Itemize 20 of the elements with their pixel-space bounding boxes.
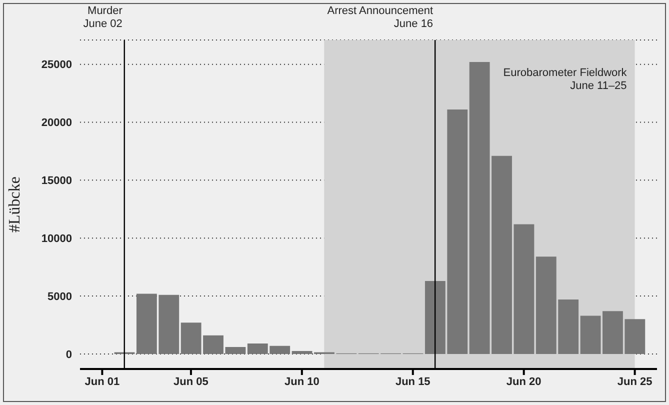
bar bbox=[292, 351, 312, 354]
bar bbox=[514, 224, 534, 354]
y-tick-label: 5000 bbox=[48, 290, 72, 303]
x-tick-label: Jun 10 bbox=[284, 376, 320, 388]
x-tick-label: Jun 05 bbox=[174, 376, 208, 388]
band-label: Eurobarometer Fieldwork June 11–25 bbox=[503, 67, 628, 92]
y-axis-title: #Lübcke bbox=[6, 176, 24, 232]
x-tick-label: Jun 15 bbox=[395, 376, 430, 388]
bar bbox=[225, 346, 246, 354]
bar bbox=[580, 316, 601, 354]
ref-line-label: Arrest Announcement June 16 bbox=[327, 5, 434, 30]
y-tick-label: 20000 bbox=[41, 117, 72, 130]
x-tick-label: Jun 25 bbox=[617, 376, 652, 388]
x-tick-label: Jun 01 bbox=[84, 376, 120, 388]
y-tick-label: 25000 bbox=[41, 59, 72, 72]
ref-line-label: Murder June 02 bbox=[83, 5, 123, 30]
y-tick-label: 0 bbox=[66, 348, 72, 361]
y-tick-label: 15000 bbox=[41, 175, 72, 188]
y-tick-label: 10000 bbox=[41, 233, 72, 245]
x-tick-label: Jun 20 bbox=[506, 376, 542, 388]
